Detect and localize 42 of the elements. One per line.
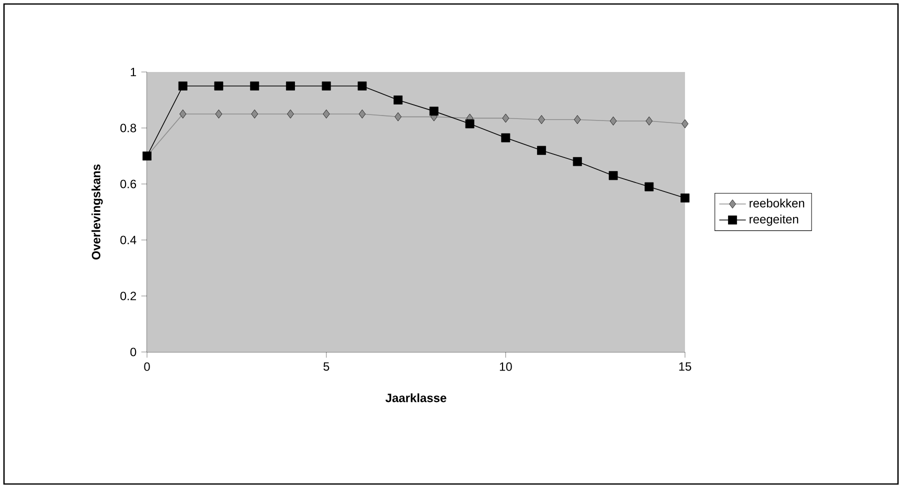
- point: [610, 116, 617, 126]
- point: [394, 112, 402, 122]
- point: [501, 133, 510, 142]
- point: [215, 110, 222, 118]
- point: [251, 110, 258, 118]
- y-tick-label: 0.4: [120, 236, 136, 244]
- x-tick-label: 0: [144, 362, 150, 371]
- point: [214, 82, 224, 90]
- y-tick-label: 0.2: [120, 292, 136, 300]
- point: [178, 82, 188, 90]
- y-tick-label: 0.6: [120, 180, 136, 188]
- point: [465, 119, 474, 128]
- point: [429, 106, 438, 116]
- y-axis-title: Overlevingskans: [92, 164, 103, 260]
- point: [537, 146, 546, 155]
- point: [358, 82, 367, 90]
- x-tick-label: 5: [323, 362, 330, 371]
- y-tick-label: 0: [130, 348, 136, 356]
- legend-label: reegeiten: [750, 214, 798, 226]
- point: [574, 115, 581, 124]
- point: [644, 182, 654, 192]
- point: [179, 110, 186, 118]
- y-tick-label: 0.8: [120, 124, 136, 132]
- x-tick-label: 10: [500, 362, 512, 371]
- point: [682, 119, 688, 128]
- point: [358, 110, 366, 118]
- point: [680, 194, 690, 202]
- point: [322, 82, 331, 90]
- point: [608, 171, 618, 180]
- point: [322, 110, 330, 118]
- point: [646, 116, 653, 126]
- legend-label: reebokken: [750, 198, 804, 208]
- point: [394, 96, 403, 104]
- point: [287, 110, 294, 118]
- x-axis-title: Jaarklasse: [386, 393, 446, 402]
- x-tick-label: 15: [679, 362, 692, 371]
- point: [250, 82, 260, 90]
- point: [502, 114, 510, 123]
- point: [572, 157, 582, 166]
- y-tick-label: 1: [130, 68, 136, 76]
- point: [286, 82, 295, 90]
- point: [538, 115, 545, 124]
